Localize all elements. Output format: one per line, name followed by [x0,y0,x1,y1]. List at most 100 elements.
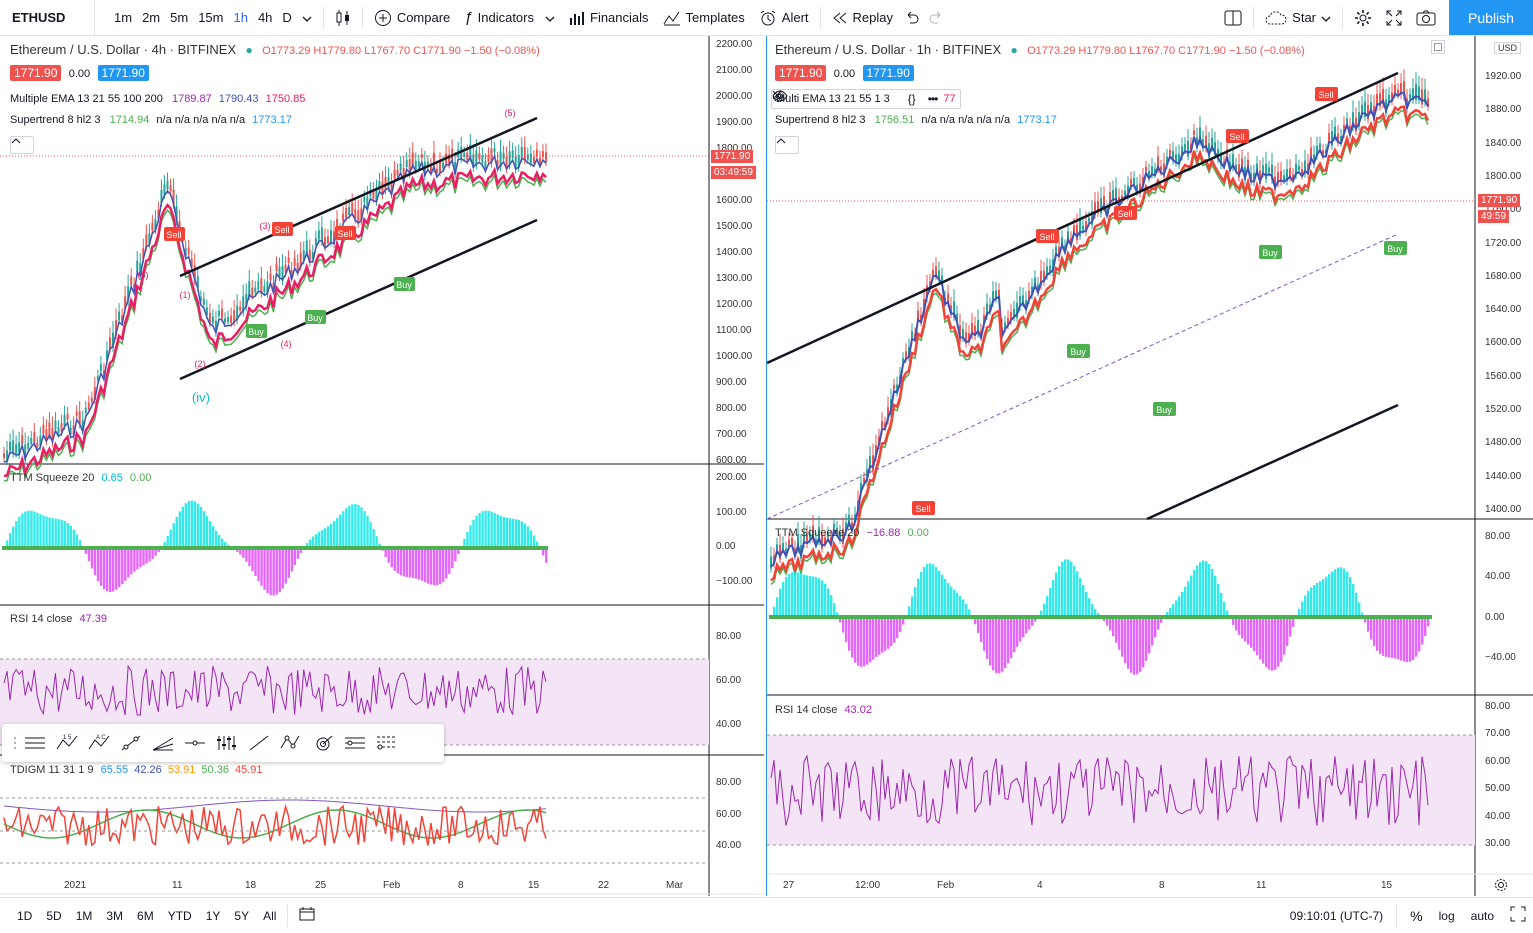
ttm-bar [1220,593,1222,617]
source-code-icon[interactable]: {} [908,92,916,106]
line-tool-icon[interactable] [244,728,274,758]
range-1m[interactable]: 1M [69,909,100,923]
horizontal-ray-icon[interactable] [180,728,210,758]
currency-label[interactable]: USD [1494,42,1521,54]
undo-button[interactable] [900,1,924,35]
layout-button[interactable] [1217,1,1249,35]
ask-tag[interactable]: 1771.90 [98,65,149,81]
range-6m[interactable]: 6M [130,909,161,923]
range-5d[interactable]: 5D [39,909,68,923]
left-supertrend-legend[interactable]: Supertrend 8 hl2 3 1714.94 n/a n/a n/a n… [10,114,292,126]
spiral-icon[interactable] [308,728,338,758]
interval-1h[interactable]: 1h [228,10,252,25]
horizontal-lines-icon[interactable] [20,728,50,758]
left-ttm-legend[interactable]: TTM Squeeze 20 0.65 0.00 [10,472,151,484]
ttm-bar [1124,617,1126,663]
chart-type-button[interactable] [328,1,358,35]
range-3m[interactable]: 3M [99,909,130,923]
price-axis-label: 1500.00 [716,221,752,232]
range-all[interactable]: All [256,909,283,923]
fib-fan-icon[interactable] [148,728,178,758]
compare-button[interactable]: Compare [367,1,457,35]
bid-tag[interactable]: 1771.90 [10,65,61,81]
interval-2m[interactable]: 2m [137,10,165,25]
interval-d[interactable]: D [277,10,296,25]
clock[interactable]: 09:10:01 (UTC-7) [1283,909,1390,923]
time-axis-label: Feb [937,880,954,891]
ttm-bar [806,575,808,617]
redo-button[interactable] [924,1,948,35]
candle-body [85,408,87,413]
right-ttm-legend[interactable]: TTM Squeeze 20 −16.88 0.00 [775,527,929,539]
ttm-bar [263,548,265,590]
alarm-clock-icon [759,9,777,27]
interval-15m[interactable]: 15m [193,10,228,25]
left-tdi-legend[interactable]: TDIGM 11 31 1 9 65.55 42.26 53.91 50.36 … [10,764,263,776]
left-rsi-legend[interactable]: RSI 14 close 47.39 [10,613,107,625]
auto-toggle[interactable]: auto [1464,909,1501,923]
pitchfork-icon[interactable] [340,728,370,758]
left-ohlc: O1773.29 H1779.80 L1767.70 C1771.90 −1.5… [262,45,540,57]
alert-button[interactable]: Alert [752,1,816,35]
ttm-bar [1313,585,1315,617]
pattern-icon[interactable] [276,728,306,758]
fullscreen-icon[interactable] [1503,906,1533,925]
ttm-bar [315,534,317,548]
snapshot-button[interactable] [1409,1,1443,35]
ttm-bar [869,617,871,662]
ttm-bar [64,521,66,548]
ttm-bar [342,511,344,548]
bid-tag[interactable]: 1771.90 [775,65,826,81]
financials-button[interactable]: Financials [562,1,656,35]
right-rsi-legend[interactable]: RSI 14 close 43.02 [775,704,872,716]
ema-value-1: 1789.87 [172,93,212,105]
settings-button[interactable] [1347,1,1379,35]
log-toggle[interactable]: log [1432,909,1462,923]
ttm-bar [36,513,38,548]
candle-body [363,197,365,202]
ttm-bar [530,531,532,548]
calendar-icon [299,910,315,924]
rsi-label: RSI 14 close [775,704,837,716]
drag-handle[interactable] [12,728,18,758]
wave-123-icon[interactable]: 1 5 [52,728,82,758]
chevron-down-icon [545,10,555,25]
range-ytd[interactable]: YTD [161,909,199,923]
right-supertrend-legend[interactable]: Supertrend 8 hl2 3 1756.51 n/a n/a n/a n… [775,114,1057,126]
save-layout-button[interactable]: Star [1258,1,1338,35]
goto-date-button[interactable] [292,907,322,924]
ttm-bar [992,617,994,670]
gann-box-icon[interactable] [372,728,402,758]
rsi-value: 47.39 [79,613,107,625]
indicators-button[interactable]: ƒ Indicators [457,1,562,35]
ask-tag[interactable]: 1771.90 [863,65,914,81]
collapse-legend-button[interactable] [775,136,799,154]
candle-body [530,154,532,163]
interval-1m[interactable]: 1m [109,10,137,25]
range-1d[interactable]: 1D [10,909,39,923]
more-icon[interactable]: ••• [928,92,938,106]
ttm-bar [269,548,271,595]
ttm-bar [127,548,129,578]
trend-line-icon[interactable] [116,728,146,758]
range-5y[interactable]: 5Y [227,909,256,923]
ttm-bar [989,617,991,666]
collapse-legend-button[interactable] [10,136,34,154]
templates-button[interactable]: Templates [656,1,752,35]
left-ema-legend[interactable]: Multiple EMA 13 21 55 100 200 1789.87 17… [10,93,305,105]
interval-5m[interactable]: 5m [165,10,193,25]
percent-toggle[interactable]: % [1403,908,1429,924]
symbol-search[interactable]: ETHUSD [0,1,95,35]
fullscreen-button[interactable] [1379,1,1409,35]
replay-button[interactable]: Replay [825,1,900,35]
interval-4h[interactable]: 4h [253,10,277,25]
abc-pattern-icon[interactable]: A C [84,728,114,758]
range-1y[interactable]: 1Y [199,909,228,923]
chevron-down-icon[interactable] [297,10,317,25]
right-ema-legend[interactable]: Multi EMA 13 21 55 1 3 {} ••• 77 [771,89,961,109]
publish-button[interactable]: Publish [1449,0,1533,35]
sliders-icon[interactable] [212,728,242,758]
